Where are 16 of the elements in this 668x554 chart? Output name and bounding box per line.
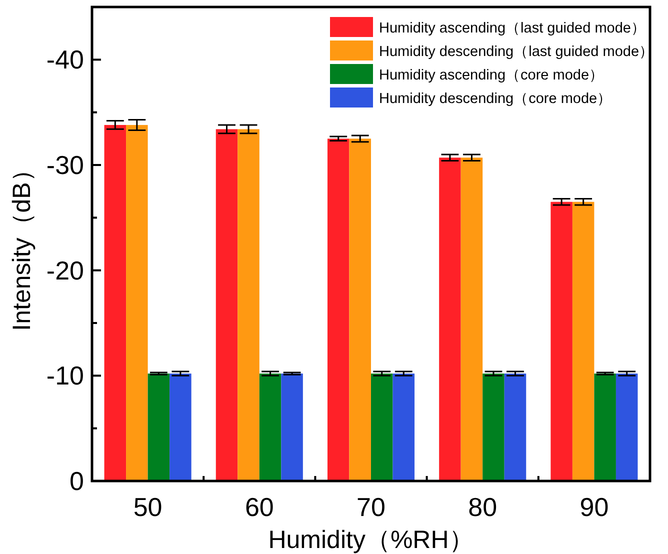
legend-label: Humidity descending（core mode）	[379, 91, 612, 107]
x-tick-label: 60	[244, 492, 274, 522]
x-tick-label: 70	[356, 492, 386, 522]
x-tick-label: 90	[580, 492, 609, 522]
y-tick-label: -10	[46, 360, 84, 391]
y-tick-label: -20	[46, 255, 84, 286]
legend-label: Humidity descending（last guided mode）	[379, 44, 654, 60]
y-axis-title: Intensity（dB）	[8, 157, 36, 331]
y-tick-label: -40	[46, 44, 84, 75]
x-tick-label: 80	[468, 492, 498, 522]
y-tick-label: -30	[46, 150, 84, 180]
y-tick-label: 0	[70, 466, 84, 496]
legend-label: Humidity ascending（last guided mode）	[379, 20, 646, 36]
legend-label: Humidity ascending（core mode）	[379, 68, 604, 84]
x-tick-label: 50	[133, 492, 162, 522]
x-axis-title: Humidity（%RH）	[268, 526, 474, 554]
